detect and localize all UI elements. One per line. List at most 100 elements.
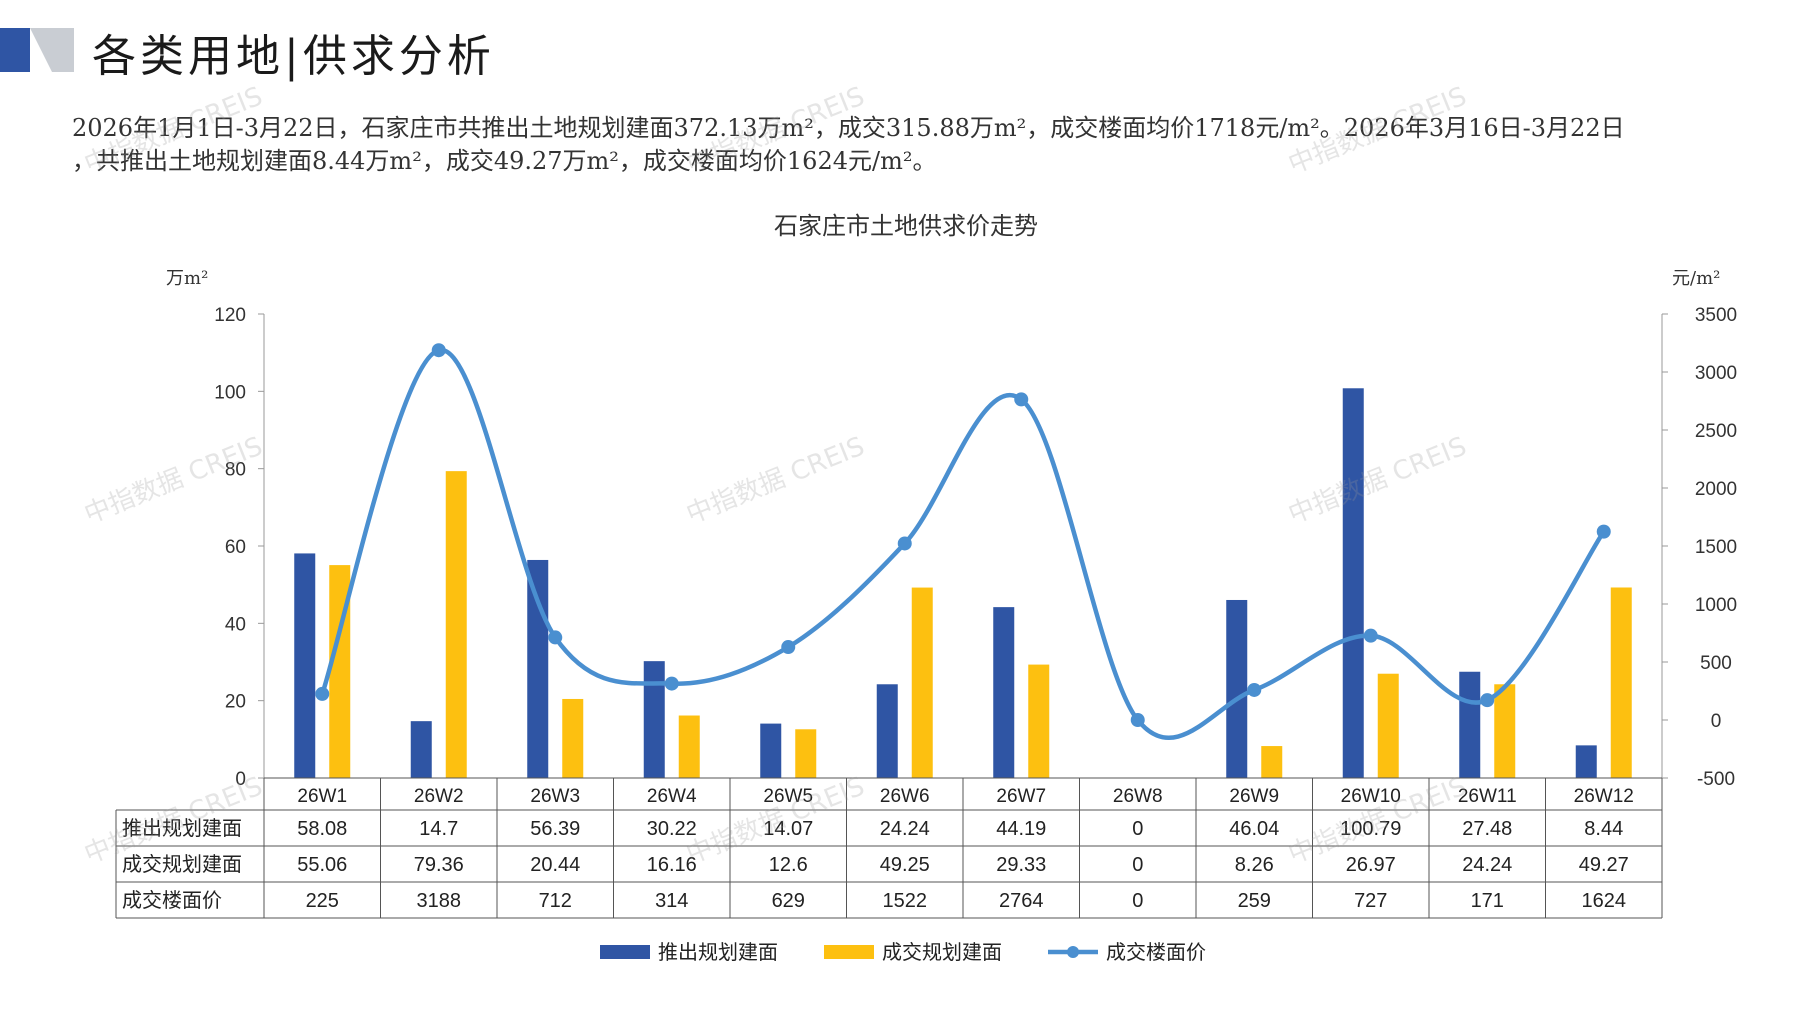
data-label: 44.19 <box>996 818 1046 840</box>
data-label: 1624 <box>1582 890 1627 912</box>
y-right-tick-label: 2000 <box>1695 479 1737 500</box>
price-point-26W1 <box>315 686 330 701</box>
bar-deal-26W12 <box>1610 587 1632 778</box>
data-label: 259 <box>1238 890 1271 912</box>
table-row-label: 成交规划建面 <box>122 852 242 876</box>
x-tick-label: 26W1 <box>297 786 347 807</box>
data-label: 14.7 <box>419 818 458 840</box>
y-right-tick-label: 2500 <box>1695 421 1737 442</box>
page-title: 各类用地|供求分析 <box>92 31 495 82</box>
x-tick-label: 26W2 <box>414 786 464 807</box>
price-point-26W4 <box>664 676 679 691</box>
bar-supply-26W1 <box>294 553 316 778</box>
data-label: 14.07 <box>763 818 813 840</box>
y-left-tick-label: 0 <box>235 769 246 790</box>
summary-line-1: 2026年1月1日-3月22日，石家庄市共推出土地规划建面372.13万m²，成… <box>72 114 1625 142</box>
price-point-26W8 <box>1130 713 1145 727</box>
data-label: 24.24 <box>1462 854 1512 876</box>
y-left-tick-label: 40 <box>225 614 246 635</box>
x-tick-label: 26W12 <box>1574 786 1634 807</box>
bar-deal-26W2 <box>445 471 467 778</box>
y-left-tick-label: 60 <box>225 537 246 558</box>
y-right-tick-label: 1500 <box>1695 537 1737 558</box>
y-right-tick-label: 3000 <box>1695 363 1737 384</box>
data-label: 56.39 <box>530 818 580 840</box>
y-left-tick-label: 80 <box>225 460 246 481</box>
table-row-label: 成交楼面价 <box>122 888 222 912</box>
bar-supply-26W4 <box>643 661 665 778</box>
y-right-unit: 元/m² <box>1672 268 1720 289</box>
data-label: 1522 <box>883 890 928 912</box>
price-point-26W9 <box>1247 682 1262 697</box>
data-label: 8.26 <box>1235 854 1274 876</box>
chart-title: 石家庄市土地供求价走势 <box>774 212 1038 240</box>
bar-deal-26W9 <box>1261 746 1283 778</box>
data-label: 79.36 <box>414 854 464 876</box>
legend-deal-label: 成交规划建面 <box>882 940 1002 964</box>
price-point-26W12 <box>1596 524 1611 539</box>
data-label: 171 <box>1471 890 1504 912</box>
y-right-tick-label: 3500 <box>1695 305 1737 326</box>
bar-deal-26W6 <box>911 587 933 778</box>
bar-supply-26W10 <box>1342 388 1364 778</box>
bar-deal-26W10 <box>1377 673 1399 778</box>
data-label: 8.44 <box>1584 818 1623 840</box>
data-label: 27.48 <box>1462 818 1512 840</box>
bar-supply-26W2 <box>410 721 432 778</box>
bar-deal-26W7 <box>1028 664 1050 778</box>
price-point-26W2 <box>431 343 446 358</box>
x-tick-label: 26W9 <box>1229 786 1279 807</box>
data-label: 16.16 <box>647 854 697 876</box>
bar-deal-26W5 <box>795 729 817 778</box>
data-label: 49.25 <box>880 854 930 876</box>
data-label: 225 <box>306 890 339 912</box>
y-left-tick-label: 120 <box>214 305 246 326</box>
legend-supply-swatch <box>600 945 650 959</box>
y-right-tick-label: -500 <box>1697 769 1735 790</box>
y-left-tick-label: 20 <box>225 692 246 713</box>
bar-deal-26W3 <box>562 698 584 778</box>
legend-supply-label: 推出规划建面 <box>658 940 778 964</box>
x-tick-label: 26W6 <box>880 786 930 807</box>
x-tick-label: 26W11 <box>1458 786 1517 807</box>
x-tick-label: 26W5 <box>763 786 813 807</box>
price-point-26W11 <box>1480 693 1495 708</box>
summary-text: 2026年1月1日-3月22日，石家庄市共推出土地规划建面372.13万m²，成… <box>72 112 1742 178</box>
legend-deal-swatch <box>824 945 874 959</box>
bar-deal-26W4 <box>678 715 700 778</box>
x-tick-label: 26W10 <box>1341 786 1401 807</box>
y-left-unit: 万m² <box>166 268 208 289</box>
data-label: 727 <box>1354 890 1387 912</box>
data-label: 3188 <box>417 890 462 912</box>
data-label: 58.08 <box>297 818 347 840</box>
x-tick-label: 26W3 <box>530 786 580 807</box>
price-line <box>320 347 1606 740</box>
data-label: 30.22 <box>647 818 697 840</box>
price-point-26W6 <box>897 536 912 551</box>
data-label: 314 <box>655 890 688 912</box>
bar-supply-26W9 <box>1226 599 1248 778</box>
data-label: 24.24 <box>880 818 930 840</box>
price-point-26W3 <box>548 630 563 645</box>
legend-price-marker <box>1067 946 1079 958</box>
data-label: 0 <box>1132 890 1143 912</box>
data-label: 26.97 <box>1346 854 1396 876</box>
x-tick-label: 26W7 <box>996 786 1046 807</box>
data-label: 20.44 <box>530 854 580 876</box>
data-label: 629 <box>772 890 805 912</box>
data-label: 55.06 <box>297 854 347 876</box>
y-right-tick-label: 500 <box>1700 653 1732 674</box>
data-label: 49.27 <box>1579 854 1629 876</box>
header-decoration-light <box>30 28 74 72</box>
data-label: 46.04 <box>1229 818 1279 840</box>
data-label: 29.33 <box>996 854 1046 876</box>
data-label: 2764 <box>999 890 1044 912</box>
bar-supply-26W12 <box>1575 745 1597 778</box>
data-label: 12.6 <box>769 854 808 876</box>
legend-price-label: 成交楼面价 <box>1106 940 1206 964</box>
price-point-26W5 <box>781 640 796 655</box>
bar-supply-26W11 <box>1459 671 1481 778</box>
x-tick-label: 26W4 <box>647 786 697 807</box>
data-label: 0 <box>1132 854 1143 876</box>
bar-supply-26W6 <box>876 684 898 778</box>
